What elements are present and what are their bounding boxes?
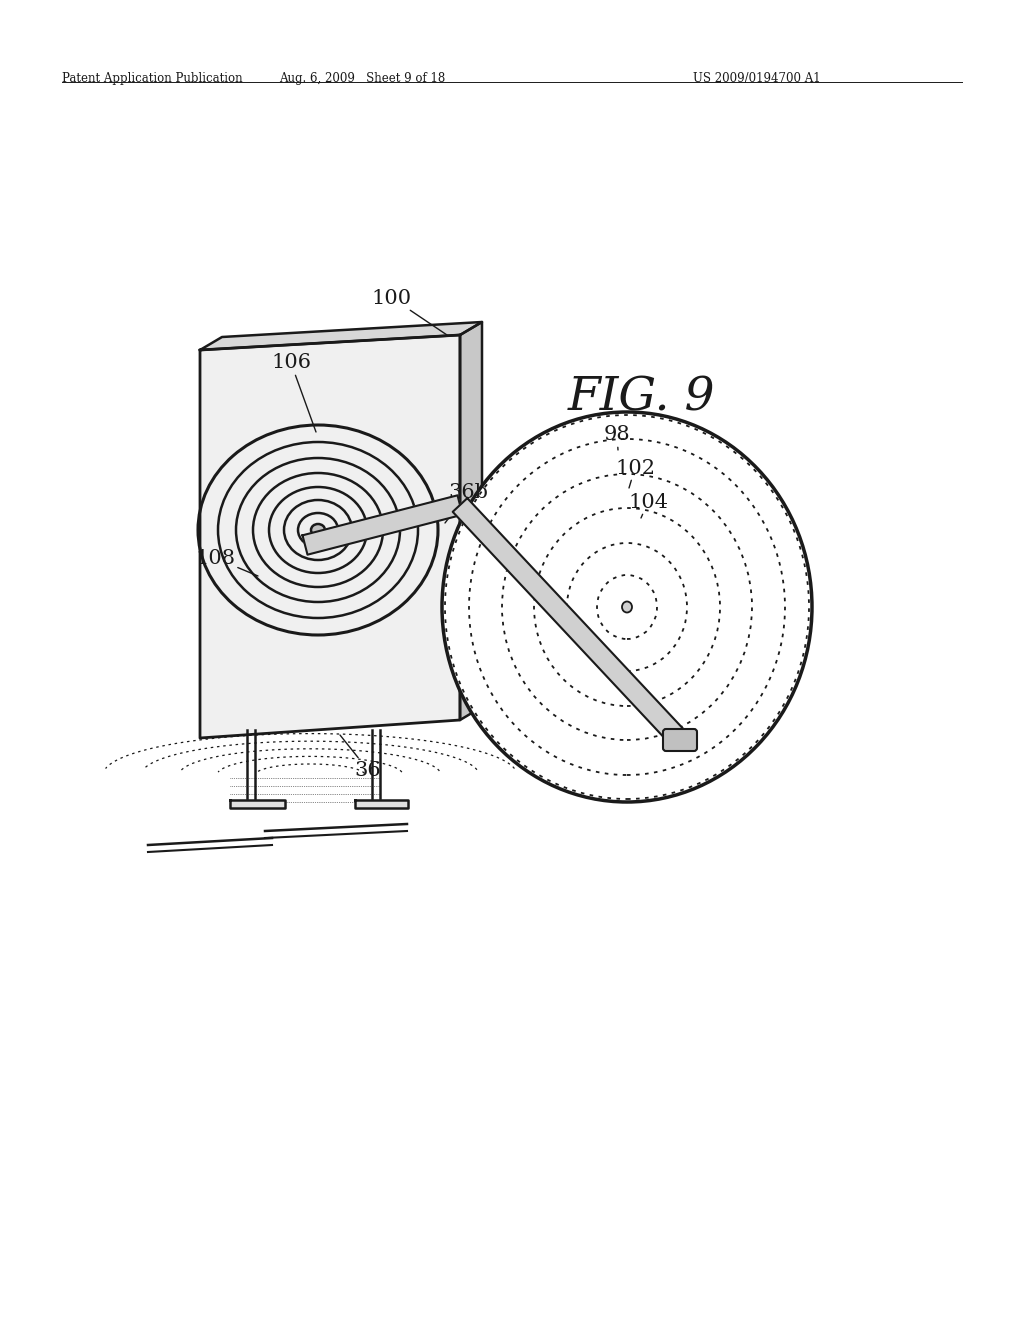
Text: 104: 104 xyxy=(628,492,668,517)
Text: Aug. 6, 2009   Sheet 9 of 18: Aug. 6, 2009 Sheet 9 of 18 xyxy=(279,73,445,84)
Ellipse shape xyxy=(311,524,325,536)
Polygon shape xyxy=(200,335,460,738)
Polygon shape xyxy=(230,800,285,808)
Ellipse shape xyxy=(622,602,632,612)
Text: 102: 102 xyxy=(615,458,655,488)
Polygon shape xyxy=(302,495,463,554)
Polygon shape xyxy=(200,322,482,350)
Polygon shape xyxy=(355,800,408,808)
Text: 108: 108 xyxy=(195,549,258,576)
FancyBboxPatch shape xyxy=(663,729,697,751)
Text: 106: 106 xyxy=(271,354,316,432)
Ellipse shape xyxy=(442,412,812,803)
Text: Patent Application Publication: Patent Application Publication xyxy=(62,73,243,84)
Text: 100: 100 xyxy=(372,289,447,335)
Text: 36b: 36b xyxy=(445,483,488,523)
Text: US 2009/0194700 A1: US 2009/0194700 A1 xyxy=(693,73,820,84)
Text: FIG. 9: FIG. 9 xyxy=(568,375,716,420)
Text: 98: 98 xyxy=(604,425,631,450)
Text: 36: 36 xyxy=(340,735,381,780)
Polygon shape xyxy=(460,322,482,719)
Polygon shape xyxy=(668,730,692,750)
Polygon shape xyxy=(453,498,687,747)
